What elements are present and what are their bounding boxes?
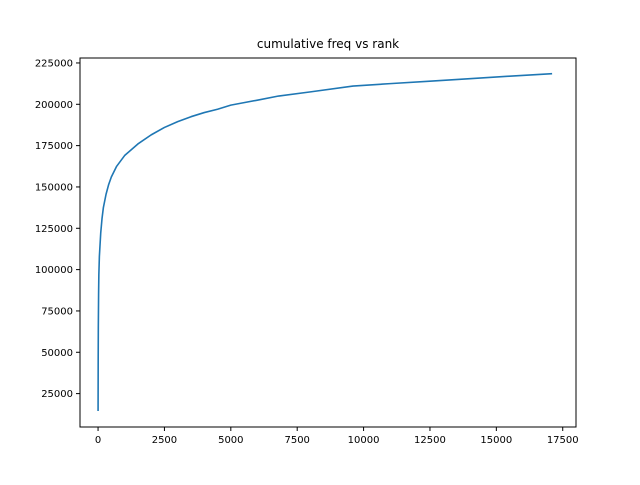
y-tick-label: 225000: [35, 58, 73, 69]
y-tick-label: 200000: [35, 100, 73, 111]
y-tick-label: 25000: [41, 389, 73, 400]
y-tick-label: 150000: [35, 182, 73, 193]
x-tick-label: 0: [95, 435, 101, 446]
plot-area: [97, 72, 553, 411]
axes-frame: [79, 57, 577, 428]
x-tick-label: 12500: [414, 435, 446, 446]
x-tick-label: 15000: [480, 435, 512, 446]
x-tick-label: 7500: [284, 435, 309, 446]
series-line: [97, 72, 553, 411]
x-tick-label: 2500: [152, 435, 177, 446]
x-tick-label: 17500: [547, 435, 579, 446]
x-tick-label: 10000: [348, 435, 380, 446]
x-tick-label: 5000: [218, 435, 243, 446]
y-tick-label: 125000: [35, 224, 73, 235]
y-axis-ticks: 25000 50000 75000 100000 125000 150000 175000 2…: [35, 58, 80, 400]
y-tick-label: 100000: [35, 265, 73, 276]
y-tick-label: 75000: [41, 306, 73, 317]
y-tick-label: 50000: [41, 348, 73, 359]
chart-title: cumulative freq vs rank: [257, 37, 399, 51]
x-axis-ticks: 0 2500 5000 7500 10000 12500 15000 17500: [95, 427, 579, 446]
y-tick-label: 175000: [35, 141, 73, 152]
